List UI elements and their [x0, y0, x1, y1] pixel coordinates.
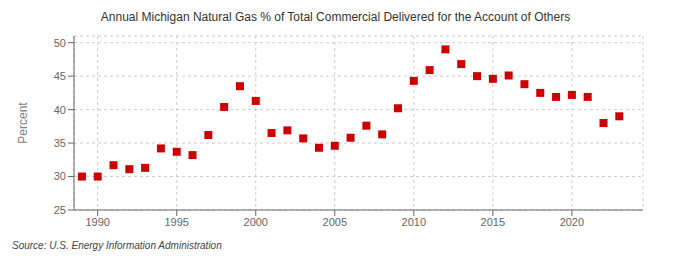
svg-text:25: 25 — [54, 204, 66, 216]
svg-text:2015: 2015 — [481, 216, 505, 228]
svg-text:50: 50 — [54, 37, 66, 49]
svg-text:2000: 2000 — [244, 216, 268, 228]
svg-text:40: 40 — [54, 104, 66, 116]
svg-text:2010: 2010 — [402, 216, 426, 228]
svg-text:45: 45 — [54, 70, 66, 82]
svg-text:Percent: Percent — [16, 102, 30, 144]
svg-text:30: 30 — [54, 170, 66, 182]
html-text:Annual Michigan Natural Gas %: Annual Michigan Natural Gas % of Total C… — [100, 10, 571, 24]
svg-text:2005: 2005 — [323, 216, 347, 228]
svg-text:1990: 1990 — [85, 216, 109, 228]
svg-text:2020: 2020 — [560, 216, 584, 228]
svg-text:1995: 1995 — [164, 216, 188, 228]
svg-text:35: 35 — [54, 137, 66, 149]
html-text:Source: U.S. Energy Informatio: Source: U.S. Energy Information Administ… — [12, 240, 222, 251]
